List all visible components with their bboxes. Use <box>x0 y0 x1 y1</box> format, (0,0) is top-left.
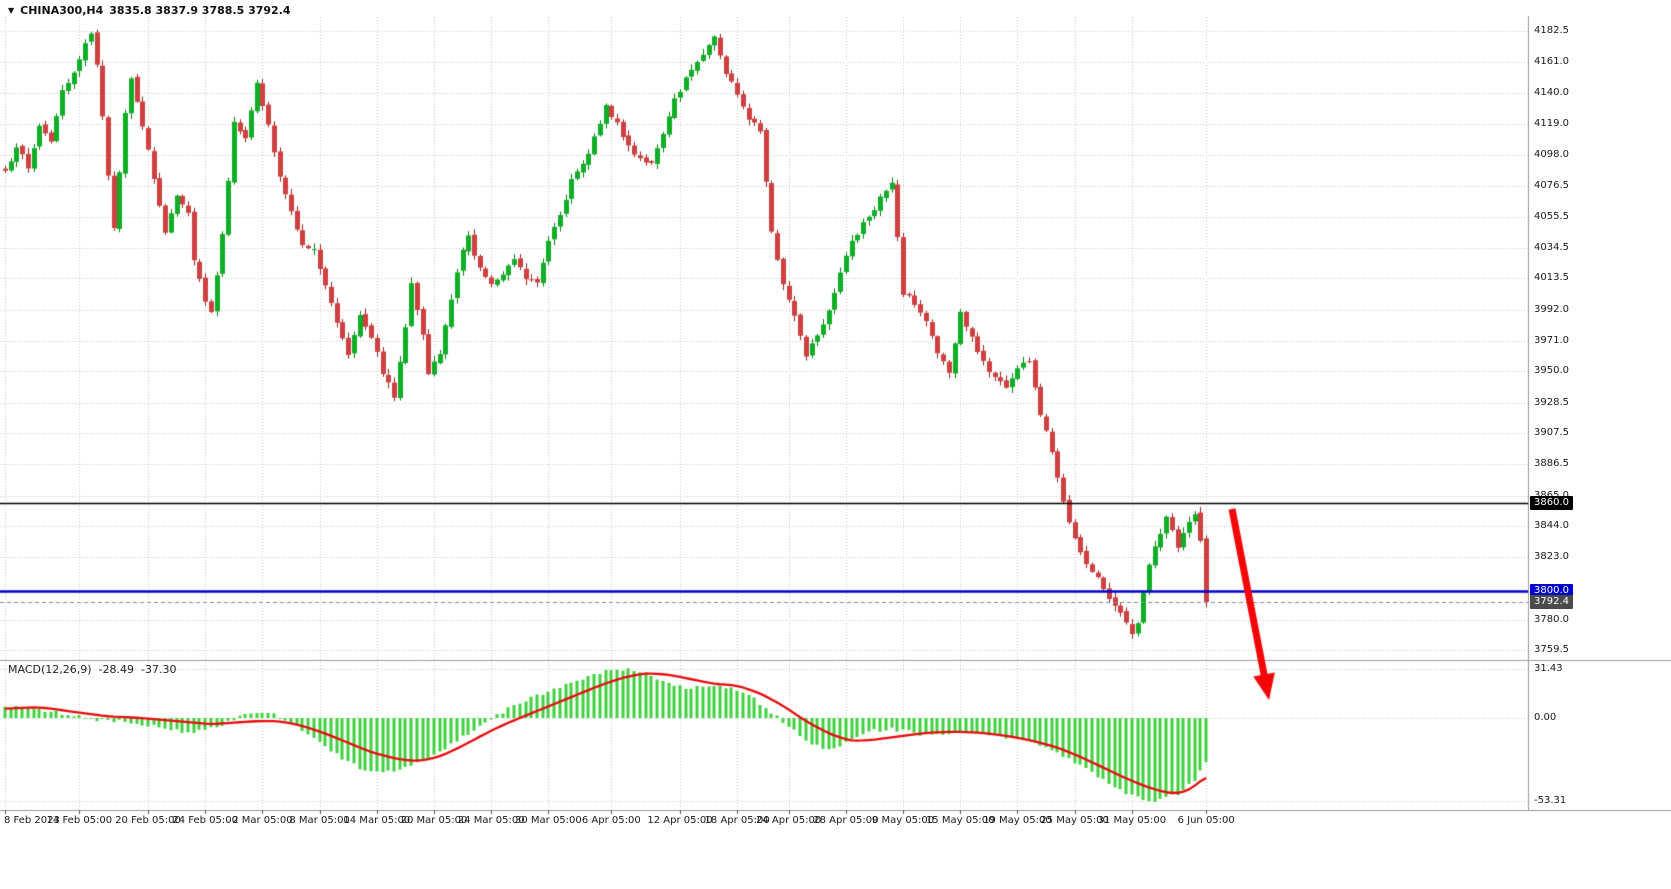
time-axis-label: 31 May 05:00 <box>1097 815 1167 826</box>
price-tick-label: 4119.0 <box>1534 117 1569 129</box>
time-axis-label: 19 May 05:00 <box>983 815 1052 826</box>
price-tick-label: 3759.5 <box>1534 644 1569 655</box>
time-axis-label: 6 Jun 05:00 <box>1177 815 1235 826</box>
time-axis-label: 20 Feb 05:00 <box>115 815 181 826</box>
price-tick-label: 3950.0 <box>1534 365 1569 377</box>
price-tick-label: 4161.0 <box>1534 56 1569 68</box>
price-tick-label: 3823.0 <box>1534 551 1569 563</box>
time-axis-label: 6 Apr 05:00 <box>581 815 641 826</box>
time-axis-label: 24 Feb 05:00 <box>172 815 238 826</box>
time-axis-label: 20 Mar 05:00 <box>400 815 468 826</box>
time-axis-label: 2 Mar 05:00 <box>232 815 293 826</box>
time-axis-label: 25 May 05:00 <box>1040 815 1109 826</box>
macd-tick-label: 31.43 <box>1534 663 1563 675</box>
macd-main-value: -28.49 <box>98 663 135 676</box>
time-axis-label: 14 Feb 05:00 <box>46 815 113 826</box>
symbol-timeframe-label: CHINA300,H4 <box>20 4 104 17</box>
price-tick-label: 3780.0 <box>1534 614 1569 625</box>
macd-indicator-label: MACD(12,26,9) -28.49 -37.30 <box>8 663 176 676</box>
time-axis-label: 14 Mar 05:00 <box>343 815 411 826</box>
price-tick-label: 3844.0 <box>1534 520 1569 532</box>
chart-title: ▼ CHINA300,H4 3835.8 3837.9 3788.5 3792.… <box>8 4 291 17</box>
price-tick-label: 4140.0 <box>1534 87 1569 99</box>
time-axis-label: 24 Apr 05:00 <box>756 815 822 826</box>
price-level-badge[interactable]: 3800.0 <box>1530 583 1573 598</box>
price-tick-label: 4055.5 <box>1534 210 1569 222</box>
symbol-dropdown-icon[interactable]: ▼ <box>8 6 15 15</box>
time-axis-label: 30 Mar 05:00 <box>515 815 582 826</box>
macd-signal-value: -37.30 <box>141 663 177 676</box>
macd-name: MACD(12,26,9) <box>8 663 92 676</box>
price-level-badge[interactable]: 3792.4 <box>1530 594 1573 609</box>
time-axis-label: 12 Apr 05:00 <box>647 815 713 826</box>
price-tick-label: 3865.0 <box>1534 490 1569 501</box>
price-tick-label: 3928.5 <box>1534 396 1569 408</box>
time-axis-label: 24 Mar 05:00 <box>457 815 525 826</box>
time-axis-label: 28 Apr 05:00 <box>813 815 879 826</box>
time-axis-label: 8 Feb 2023 <box>4 815 60 826</box>
time-axis-label: 15 May 05:00 <box>925 815 995 826</box>
price-tick-label: 4034.5 <box>1534 241 1569 253</box>
price-tick-label: 4076.5 <box>1534 180 1569 192</box>
macd-tick-label: 0.00 <box>1534 712 1557 723</box>
price-tick-label: 3907.5 <box>1534 427 1569 439</box>
price-tick-label: 3992.0 <box>1534 303 1569 315</box>
time-axis-label: 18 Apr 05:00 <box>704 815 770 826</box>
time-axis-label: 8 Mar 05:00 <box>289 815 350 826</box>
price-tick-label: 4098.0 <box>1534 148 1569 160</box>
ohlc-values: 3835.8 3837.9 3788.5 3792.4 <box>109 4 291 17</box>
price-tick-label: 3971.0 <box>1534 334 1569 346</box>
price-tick-label: 3886.5 <box>1534 458 1569 470</box>
macd-tick-label: -53.31 <box>1534 794 1567 806</box>
price-tick-label: 4013.5 <box>1534 272 1569 284</box>
price-tick-label: 4182.5 <box>1534 25 1569 36</box>
time-axis-label: 9 May 05:00 <box>871 815 935 826</box>
price-level-badge[interactable]: 3860.0 <box>1530 495 1573 510</box>
